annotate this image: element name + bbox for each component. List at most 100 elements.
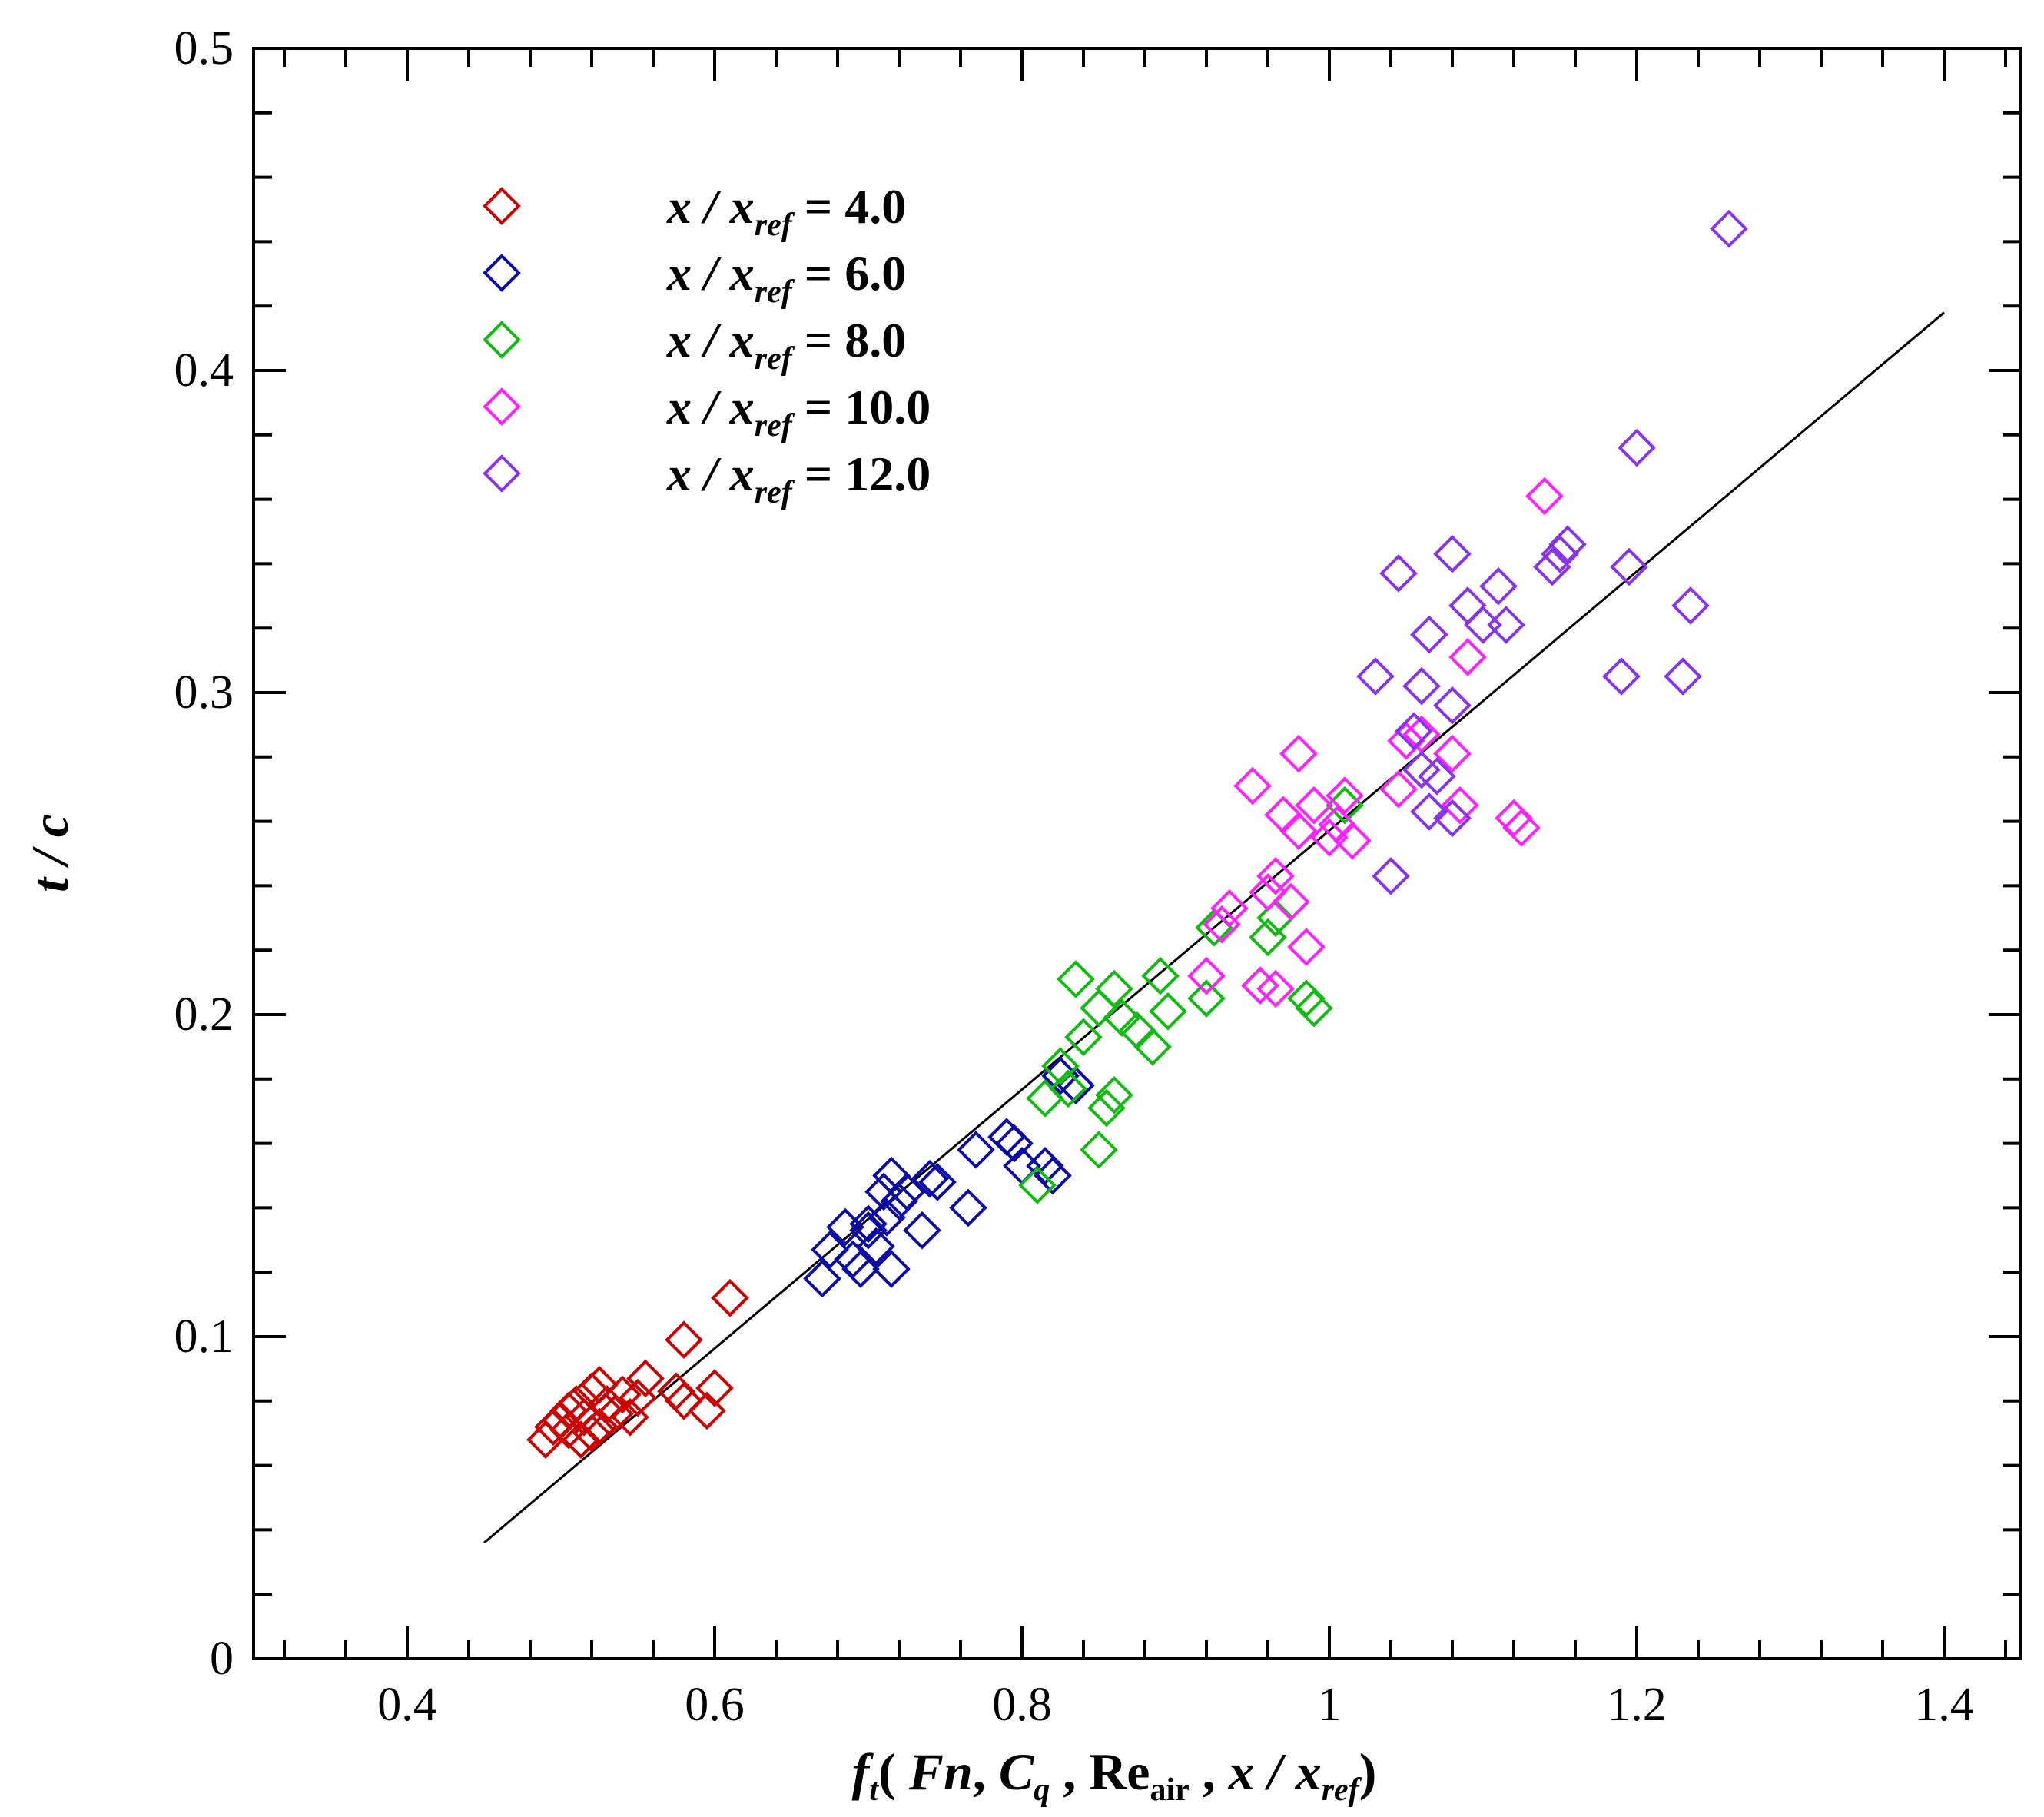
data-point: [1187, 956, 1226, 995]
fit-line: [483, 311, 1945, 1544]
data-point: [1279, 812, 1318, 850]
legend-item: x / xref = 12.0: [483, 447, 931, 510]
data-point: [1095, 969, 1133, 1008]
data-point: [1448, 638, 1487, 676]
x-tick-label: 0.4: [377, 1679, 437, 1731]
legend-label-value: = 12.0: [792, 447, 931, 501]
data-point: [1018, 1166, 1057, 1204]
x-tick-label: 0.6: [685, 1679, 745, 1731]
legend-marker: [483, 254, 521, 292]
data-point: [1433, 535, 1472, 573]
legend-label-value: = 10.0: [792, 380, 931, 434]
y-axis-title: t / c: [21, 814, 79, 892]
x-title-f-sub: t: [869, 1772, 879, 1808]
data-point: [1541, 535, 1579, 573]
x-tick-label: 1.2: [1607, 1679, 1667, 1731]
legend-marker: [483, 454, 521, 493]
data-point: [688, 1391, 726, 1430]
data-point: [1433, 799, 1472, 838]
legend-label-prefix: x / x: [666, 380, 755, 434]
legend-label-prefix: x / x: [666, 179, 755, 234]
x-title-comma3: ,: [1190, 1742, 1229, 1801]
legend-label: x / xref = 10.0: [666, 380, 931, 443]
data-point: [1149, 992, 1187, 1031]
data-point: [803, 1259, 841, 1298]
x-axis-title: ft( Fn, Cq , Reair , x / xref): [852, 1742, 1377, 1808]
data-point: [918, 1163, 957, 1201]
data-point: [995, 1124, 1034, 1163]
x-title-x: x / x: [1228, 1742, 1322, 1801]
data-point: [1256, 857, 1295, 895]
data-point: [1410, 615, 1448, 654]
data-point: [1664, 657, 1702, 696]
series-3: [1018, 786, 1364, 1204]
legend-label-value: = 8.0: [792, 313, 906, 367]
data-point: [1103, 998, 1141, 1038]
legend-label: x / xref = 4.0: [666, 179, 906, 243]
y-tick-label: 0.2: [174, 988, 234, 1041]
x-title-x-sub: ref: [1322, 1772, 1362, 1808]
data-point: [1402, 666, 1441, 706]
data-point: [1034, 1156, 1072, 1195]
data-point: [1249, 872, 1287, 912]
series-2: [803, 1056, 1095, 1298]
data-point: [911, 1159, 949, 1198]
data-point: [580, 1366, 619, 1404]
data-point: [1187, 979, 1226, 1018]
data-point: [1057, 960, 1095, 998]
data-point: [957, 1131, 995, 1169]
data-point: [1295, 786, 1333, 825]
data-point: [580, 1407, 619, 1447]
legend-label-value: = 6.0: [792, 246, 906, 301]
data-point: [826, 1207, 864, 1247]
x-tick-label: 1: [1318, 1679, 1342, 1731]
data-point: [1395, 712, 1433, 751]
data-point: [1533, 547, 1571, 586]
data-point: [1671, 586, 1710, 625]
data-point: [880, 1182, 918, 1221]
legend-label-prefix: x / x: [666, 246, 755, 301]
legend-label-prefix: x / x: [666, 313, 755, 367]
x-title-close: ): [1359, 1742, 1377, 1801]
x-tick-label: 1.4: [1914, 1679, 1974, 1731]
data-point: [665, 1320, 703, 1360]
legend-label-sub: ref: [755, 408, 795, 443]
legend-label-sub: ref: [755, 208, 795, 243]
data-point: [1410, 792, 1448, 831]
data-point: [1433, 734, 1472, 773]
x-title-re-sub: air: [1150, 1772, 1189, 1808]
x-title-c: C: [999, 1742, 1034, 1801]
data-point: [1256, 969, 1295, 1008]
data-point: [1333, 821, 1372, 860]
y-tick-label: 0: [210, 1633, 234, 1685]
legend-label-sub: ref: [755, 274, 795, 310]
x-title-c-sub: q: [1034, 1772, 1050, 1808]
data-point: [1487, 606, 1525, 644]
data-point: [665, 1381, 703, 1420]
data-point: [1610, 547, 1648, 586]
data-point: [1041, 1047, 1080, 1085]
legend-marker: [483, 187, 521, 225]
y-tick-label: 0.1: [174, 1310, 234, 1363]
data-point: [1441, 786, 1479, 825]
data-point: [811, 1231, 849, 1269]
data-point: [1095, 1075, 1133, 1114]
data-point: [1287, 928, 1326, 966]
series-1: [526, 1278, 749, 1459]
data-point: [872, 1250, 911, 1288]
data-point: [1618, 428, 1656, 467]
x-title-comma1: ,: [973, 1742, 999, 1801]
axis-ticks: [254, 47, 2021, 1660]
legend-marker: [483, 321, 521, 359]
data-point: [1279, 734, 1318, 773]
data-point: [1502, 809, 1541, 847]
data-point: [572, 1413, 611, 1453]
series-5: [1356, 209, 1748, 895]
legend: x / xref = 4.0x / xref = 6.0x / xref = 8…: [483, 179, 931, 510]
legend-label: x / xref = 12.0: [666, 447, 931, 510]
data-point: [857, 1227, 895, 1266]
x-title-fn: Fn: [908, 1742, 973, 1801]
legend-item: x / xref = 4.0: [483, 179, 906, 243]
